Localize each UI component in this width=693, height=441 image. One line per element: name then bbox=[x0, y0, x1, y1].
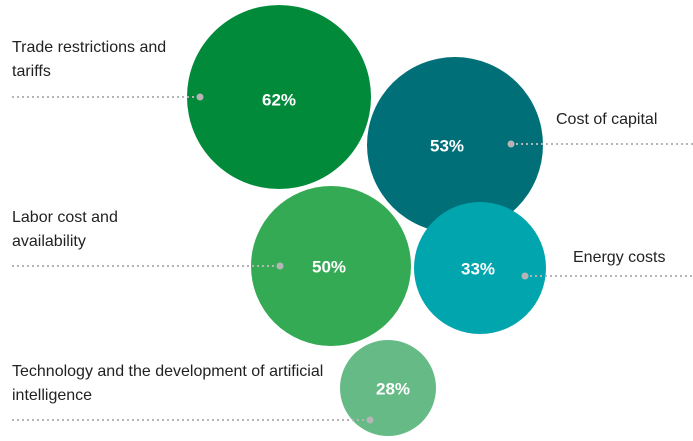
bubble bbox=[187, 5, 371, 189]
bubble bbox=[340, 340, 436, 436]
leader-dot bbox=[507, 140, 515, 148]
bubble bbox=[251, 186, 411, 346]
value-label: 62% bbox=[262, 90, 296, 109]
leader-dot bbox=[521, 272, 529, 280]
leader-dot bbox=[196, 93, 204, 101]
category-label: Cost of capital bbox=[556, 111, 658, 128]
category-label: Labor cost and availability bbox=[12, 209, 118, 250]
category-label: Technology and the development of artifi… bbox=[12, 363, 324, 404]
value-label: 28% bbox=[376, 379, 410, 398]
value-label: 53% bbox=[430, 136, 464, 155]
leader-dot bbox=[276, 262, 284, 270]
value-label: 50% bbox=[312, 257, 346, 276]
bubble bbox=[414, 202, 546, 334]
leader-dot bbox=[366, 416, 374, 424]
category-label: Trade restrictions and tariffs bbox=[12, 39, 167, 80]
bubble bbox=[367, 57, 543, 233]
value-label: 33% bbox=[461, 259, 495, 278]
category-label: Energy costs bbox=[573, 249, 666, 266]
